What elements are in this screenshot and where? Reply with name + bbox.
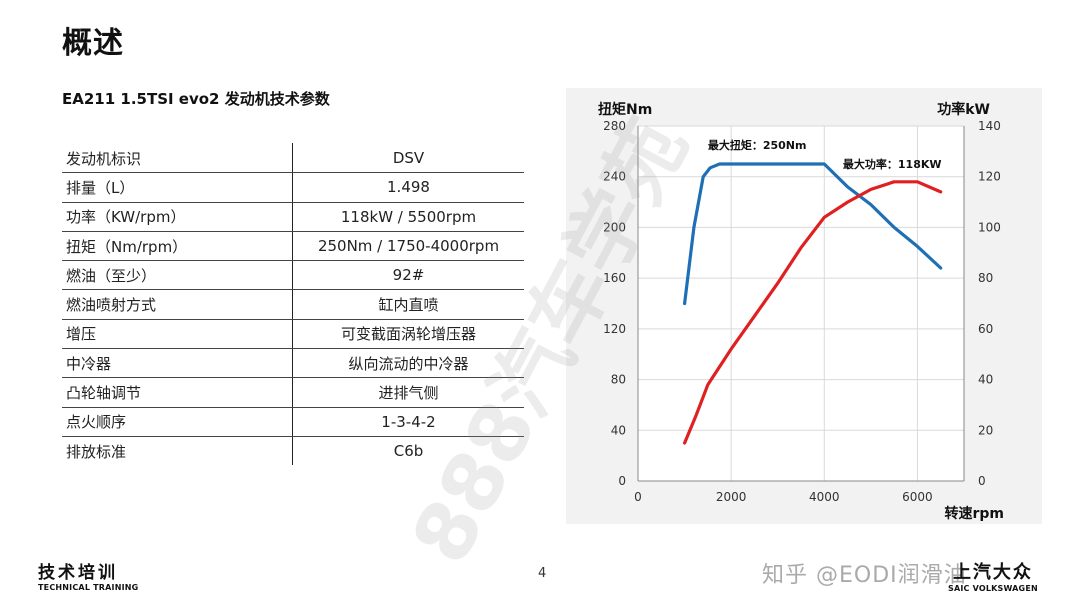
spec-table: 发动机标识 DSV 排量（L） 1.498 功率（KW/rpm） 118kW / 5500… [62,142,524,466]
brand-logo-en: SAIC VOLKSWAGEN [948,584,1038,593]
series-line-power [683,180,943,445]
spec-value: 92# [292,260,524,291]
brand-logo: 上汽大众 SAIC VOLKSWAGEN [948,558,1038,593]
y-tick-left: 0 [618,474,626,488]
y-tick-right: 100 [978,220,1001,234]
spec-row: 燃油喷射方式 缸内直喷 [62,289,524,320]
spec-label: 功率（KW/rpm） [62,202,293,232]
y-tick-right: 0 [978,474,986,488]
spec-value: DSV [292,142,524,174]
y-tick-left: 240 [603,170,626,184]
spec-label: 排量（L） [62,172,293,203]
spec-value: 缸内直喷 [292,289,524,320]
spec-value: 118kW / 5500rpm [292,202,524,232]
y-tick-left: 120 [603,322,626,336]
y-axis-right-label: 功率kW [937,101,990,118]
training-logo: 技术培训 TECHNICAL TRAINING [38,558,138,592]
spec-row: 凸轮轴调节 进排气侧 [62,377,524,408]
spec-row: 增压 可变截面涡轮增压器 [62,319,524,350]
spec-label: 中冷器 [62,348,293,379]
spec-row: 功率（KW/rpm） 118kW / 5500rpm [62,202,524,232]
spec-label: 点火顺序 [62,407,293,437]
spec-label: 排放标准 [62,436,293,466]
spec-row: 扭矩（Nm/rpm） 250Nm / 1750-4000rpm [62,231,524,262]
training-logo-en: TECHNICAL TRAINING [38,583,139,592]
performance-chart: 0 40 80 120 160 200 240 280 0 20 40 60 80 100 120 140 0 2… [598,101,1004,522]
y-tick-right: 120 [978,170,1001,184]
spec-value: C6b [393,442,424,461]
spec-value: 1.498 [292,172,524,203]
plot-area [638,126,964,481]
spec-value: 进排气侧 [292,377,524,408]
x-tick: 4000 [809,490,840,504]
page-number: 4 [538,566,547,581]
spec-row: 燃油（至少） 92# [62,260,524,291]
spec-value: 纵向流动的中冷器 [292,348,524,379]
y-tick-right: 60 [978,322,993,336]
spec-row: 中冷器 纵向流动的中冷器 [62,348,524,379]
spec-label: 增压 [62,319,293,350]
spec-label: 凸轮轴调节 [62,377,293,408]
y-tick-right: 80 [978,271,993,285]
spec-value: 可变截面涡轮增压器 [292,319,524,350]
chart-annotation: 最大功率：118KW [843,157,942,171]
y-tick-left: 280 [603,119,626,133]
x-tick: 2000 [716,490,747,504]
page-title: 概述 [62,26,124,61]
section-title: EA211 1.5TSI evo2 发动机技术参数 [62,90,330,108]
y-tick-left: 40 [611,423,626,437]
spec-value: 250Nm / 1750-4000rpm [292,231,524,262]
spec-label: 燃油（至少） [62,260,293,291]
x-axis-label: 转速rpm [944,505,1004,522]
series-line-torque [683,162,943,306]
x-tick: 6000 [902,490,933,504]
spec-row: 排放标准 C6b [62,436,524,466]
brand-logo-cn: 上汽大众 [952,562,1033,583]
x-tick: 0 [634,490,642,504]
y-axis-left-label: 扭矩Nm [598,101,652,118]
y-tick-right: 140 [978,119,1001,133]
chart-annotation: 最大扭矩：250Nm [708,138,807,152]
training-logo-cn: 技术培训 [38,563,118,583]
spec-label: 扭矩（Nm/rpm） [62,231,293,262]
y-tick-left: 160 [603,271,626,285]
spec-value: 1-3-4-2 [292,407,524,437]
spec-row: 发动机标识 DSV [62,142,524,174]
zhihu-watermark: 知乎 @EODI润滑油 [762,563,967,588]
spec-row: 排量（L） 1.498 [62,172,524,203]
spec-row: 点火顺序 1-3-4-2 [62,407,524,437]
y-tick-right: 20 [978,423,993,437]
spec-label: 燃油喷射方式 [62,289,293,320]
y-tick-left: 200 [603,220,626,234]
spec-label: 发动机标识 [62,142,293,174]
chart-panel: 0 40 80 120 160 200 240 280 0 20 40 60 80 100 120 140 0 2… [566,88,1042,524]
y-tick-left: 80 [611,373,626,387]
y-tick-right: 40 [978,373,993,387]
